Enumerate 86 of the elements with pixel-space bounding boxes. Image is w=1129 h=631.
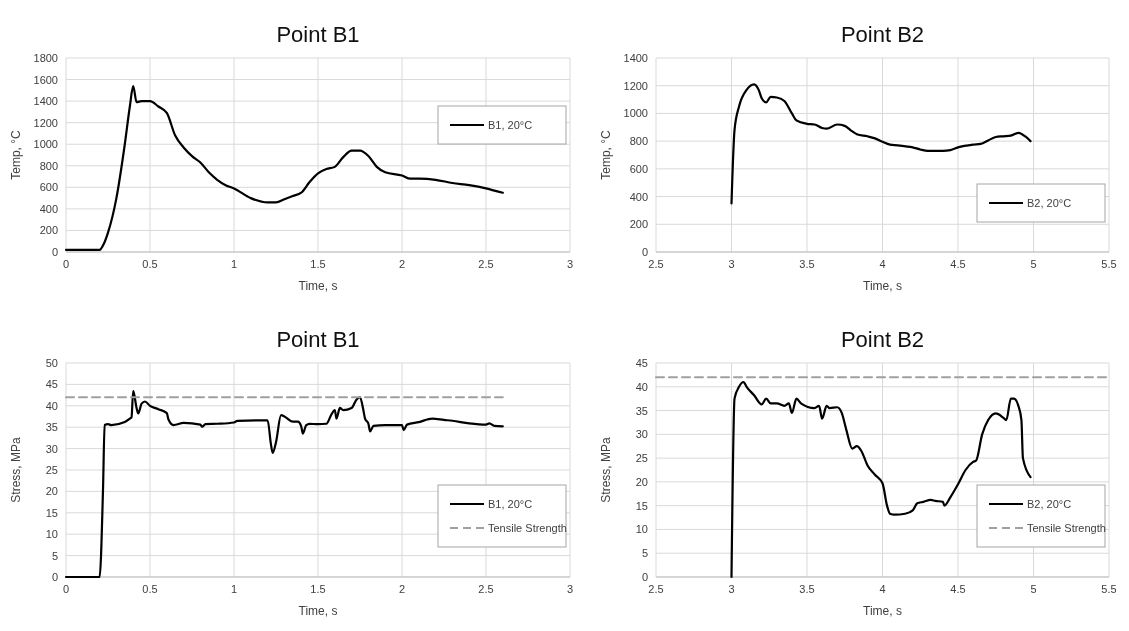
x-tick-label: 2.5 <box>648 258 664 270</box>
legend-label: B1, 20°C <box>488 119 533 131</box>
y-tick-label: 25 <box>45 464 58 476</box>
line-series <box>64 84 504 251</box>
x-tick-label: 0 <box>62 258 70 270</box>
y-tick-label: 400 <box>629 190 648 203</box>
y-tick-label: 40 <box>45 399 58 412</box>
y-tick-label: 20 <box>45 485 58 498</box>
y-tick-label: 1800 <box>33 52 58 64</box>
y-tick-label: 1200 <box>623 79 648 92</box>
y-tick-label: 5 <box>641 547 648 560</box>
legend-label: Tensile Strength <box>488 522 567 534</box>
x-tick-label: 1 <box>230 583 238 595</box>
x-tick-label: 5.5 <box>1101 583 1117 595</box>
x-tick-label: 2.5 <box>478 258 494 270</box>
x-tick-label: 0 <box>62 583 70 595</box>
y-tick-label: 0 <box>51 571 58 583</box>
x-tick-label: 5 <box>1030 258 1037 270</box>
y-tick-label: 45 <box>45 378 58 391</box>
y-tick-label: 1000 <box>33 138 58 151</box>
y-tick-label: 25 <box>635 452 648 465</box>
x-tick-label: 4.5 <box>950 258 966 270</box>
chart-title: Point B1 <box>276 22 360 47</box>
legend-label: B2, 20°C <box>1027 197 1072 209</box>
y-tick-label: 50 <box>45 357 58 369</box>
chart-title: Point B1 <box>276 327 360 352</box>
y-tick-label: 200 <box>629 218 648 231</box>
y-tick-label: 1000 <box>623 107 648 120</box>
y-tick-label: 1400 <box>33 95 58 108</box>
x-tick-label: 3 <box>728 583 735 595</box>
x-axis-title: Time, s <box>298 279 338 293</box>
chart-title: Point B2 <box>840 22 925 47</box>
y-tick-label: 5 <box>51 549 58 562</box>
legend-label: Tensile Strength <box>1027 522 1106 534</box>
y-tick-label: 800 <box>39 159 58 172</box>
y-axis-title: Temp, °C <box>9 129 23 180</box>
x-tick-label: 3 <box>566 258 574 270</box>
x-tick-label: 5 <box>1030 583 1037 595</box>
y-tick-label: 35 <box>45 421 58 434</box>
y-tick-label: 10 <box>635 523 648 536</box>
x-tick-label: 3.5 <box>799 583 815 595</box>
legend-label: B1, 20°C <box>488 498 533 510</box>
x-tick-label: 1.5 <box>310 583 326 595</box>
x-tick-label: 3.5 <box>799 258 815 270</box>
y-tick-label: 45 <box>635 357 648 369</box>
y-tick-label: 400 <box>39 202 58 215</box>
x-axis-title: Time, s <box>298 604 338 618</box>
y-tick-label: 0 <box>641 571 648 583</box>
y-tick-label: 20 <box>635 475 648 488</box>
x-axis-title: Time, s <box>863 604 902 618</box>
x-tick-label: 2 <box>398 258 406 270</box>
x-tick-label: 5.5 <box>1101 258 1117 270</box>
x-tick-label: 2 <box>398 583 406 595</box>
y-tick-label: 0 <box>51 246 58 258</box>
y-tick-label: 1600 <box>33 73 58 86</box>
y-tick-label: 30 <box>45 442 58 455</box>
chart-title: Point B2 <box>840 327 925 352</box>
x-tick-label: 4.5 <box>950 583 966 595</box>
y-tick-label: 0 <box>641 246 648 258</box>
y-tick-label: 800 <box>629 135 648 148</box>
y-tick-label: 35 <box>635 404 648 417</box>
y-tick-label: 1200 <box>33 116 58 129</box>
y-tick-label: 15 <box>45 506 58 519</box>
y-tick-label: 600 <box>39 181 58 194</box>
y-tick-label: 40 <box>635 380 648 393</box>
y-axis-title: Stress, MPa <box>9 437 23 503</box>
x-tick-label: 3 <box>566 583 574 595</box>
y-tick-label: 200 <box>39 224 58 237</box>
y-tick-label: 30 <box>635 428 648 441</box>
y-tick-label: 600 <box>629 162 648 175</box>
y-tick-label: 10 <box>45 528 58 541</box>
x-tick-label: 1.5 <box>310 258 326 270</box>
x-tick-label: 4 <box>879 258 886 270</box>
y-axis-title: Stress, MPa <box>599 437 613 503</box>
legend-label: B2, 20°C <box>1027 498 1072 510</box>
x-tick-label: 0.5 <box>142 583 158 595</box>
y-axis-title: Temp, °C <box>599 129 613 180</box>
x-tick-label: 2.5 <box>648 583 664 595</box>
x-tick-label: 3 <box>728 258 735 270</box>
x-axis-title: Time, s <box>863 279 902 293</box>
y-tick-label: 15 <box>635 499 648 512</box>
x-tick-label: 0.5 <box>142 258 158 270</box>
x-tick-label: 2.5 <box>478 583 494 595</box>
y-tick-label: 1400 <box>623 52 648 64</box>
x-tick-label: 1 <box>230 258 238 270</box>
x-tick-label: 4 <box>879 583 886 595</box>
